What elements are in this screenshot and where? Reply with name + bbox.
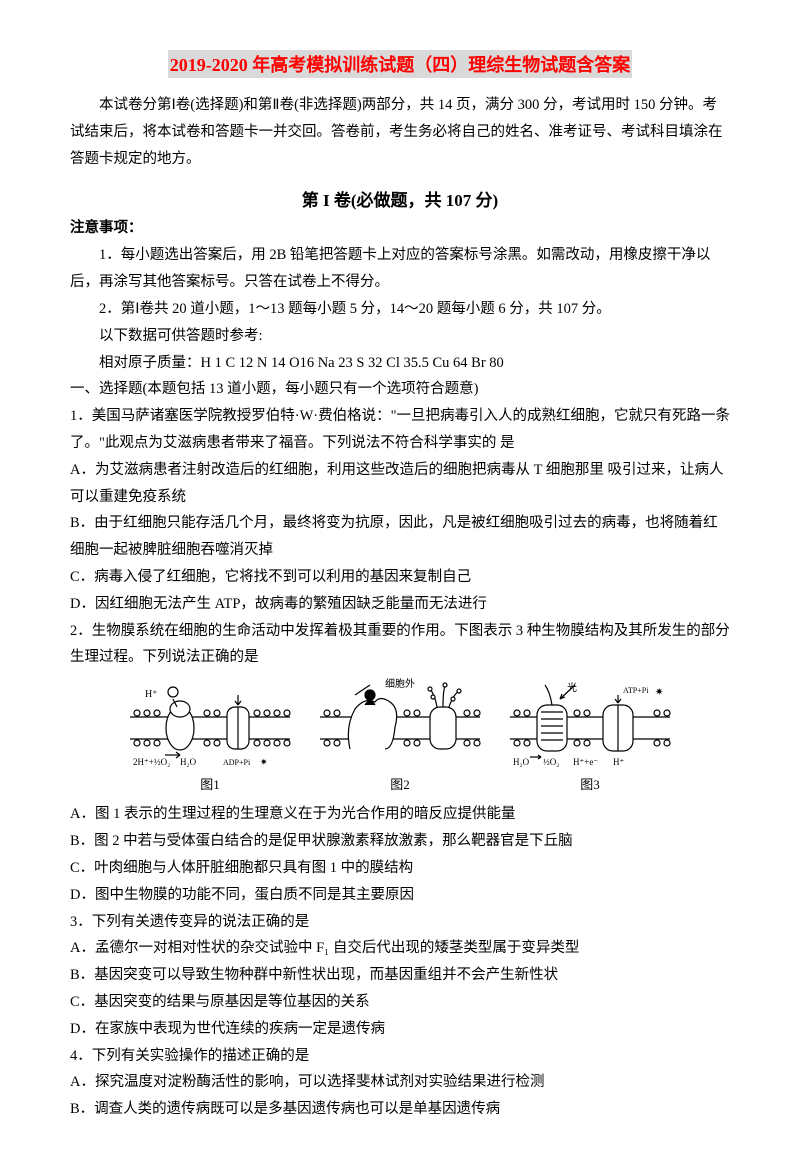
question-3-option-b: B．基因突变可以导致生物种群中新性状出现，而基因重组并不会产生新性状 (70, 962, 730, 989)
membrane-diagram-1-icon: 2H⁺+½O₂ H₂O ADP+Pi ✷ H⁺ (125, 677, 295, 772)
figure-2: 细胞外 图2 (315, 677, 485, 793)
question-3-option-c: C．基因突变的结果与原基因是等位基因的关系 (70, 989, 730, 1016)
exam-page: 2019-2020 年高考模拟训练试题（四）理综生物试题含答案 本试卷分第Ⅰ卷(… (0, 0, 800, 1153)
question-1-option-b: B．由于红细胞只能存活几个月，最终将变为抗原，因此，凡是被红细胞吸引过去的病毒，… (70, 510, 730, 564)
question-3-option-d: D．在家族中表现为世代连续的疾病一定是遗传病 (70, 1016, 730, 1043)
figure-3: 光 H₂O ½O₂ H⁺+e⁻ ATP+Pi ✷ H⁺ 图3 (505, 677, 675, 793)
figure-1-label: 图1 (200, 774, 220, 793)
question-1: 1．美国马萨诸塞医学院教授罗伯特·W·费伯格说："一旦把病毒引入人的成熟红细胞，… (70, 403, 730, 457)
svg-text:✷: ✷ (260, 757, 268, 767)
reference-intro: 以下数据可供答题时参考: (70, 323, 730, 350)
question-1-option-c: C．病毒入侵了红细胞，它将找不到可以利用的基因来复制自己 (70, 564, 730, 591)
reference-data: 相对原子质量：H 1 C 12 N 14 O16 Na 23 S 32 Cl 3… (70, 350, 730, 377)
question-2-option-a: A．图 1 表示的生理过程的生理意义在于为光合作用的暗反应提供能量 (70, 801, 730, 828)
svg-text:H⁺: H⁺ (613, 757, 624, 767)
svg-text:H⁺: H⁺ (145, 689, 158, 700)
question-1-option-d: D．因红细胞无法产生 ATP，故病毒的繁殖因缺乏能量而无法进行 (70, 591, 730, 618)
question-2-option-c: C．叶肉细胞与人体肝脏细胞都只具有图 1 中的膜结构 (70, 855, 730, 882)
title-wrap: 2019-2020 年高考模拟训练试题（四）理综生物试题含答案 (70, 50, 730, 92)
svg-text:ADP+Pi: ADP+Pi (223, 758, 251, 767)
question-2-option-b: B．图 2 中若与受体蛋白结合的是促甲状腺激素释放激素，那么靶器官是下丘脑 (70, 828, 730, 855)
section-1-title: 第 I 卷(必做题，共 107 分) (70, 186, 730, 211)
svg-text:ATP+Pi: ATP+Pi (623, 686, 649, 695)
page-title: 2019-2020 年高考模拟训练试题（四）理综生物试题含答案 (168, 50, 633, 78)
figure-3-label: 图3 (580, 774, 600, 793)
question-2-option-d: D．图中生物膜的功能不同，蛋白质不同是其主要原因 (70, 882, 730, 909)
question-4: 4．下列有关实验操作的描述正确的是 (70, 1043, 730, 1070)
fig2-top-label: 细胞外 (385, 677, 415, 690)
svg-text:½O₂: ½O₂ (543, 757, 559, 767)
intro-paragraph: 本试卷分第Ⅰ卷(选择题)和第Ⅱ卷(非选择题)两部分，共 14 页，满分 300 … (70, 92, 730, 172)
question-4-option-a: A．探究温度对淀粉酶活性的影响，可以选择斐林试剂对实验结果进行检测 (70, 1069, 730, 1096)
membrane-diagram-2-icon: 细胞外 (315, 677, 485, 772)
question-4-option-b: B．调查人类的遗传病既可以是多基因遗传病也可以是单基因遗传病 (70, 1096, 730, 1123)
question-1-option-a: A．为艾滋病患者注射改造后的红细胞，利用这些改造后的细胞把病毒从 T 细胞那里 … (70, 457, 730, 511)
notice-2: 2．第Ⅰ卷共 20 道小题，1～13 题每小题 5 分，14～20 题每小题 6… (70, 296, 730, 323)
notice-1: 1．每小题选出答案后，用 2B 铅笔把答题卡上对应的答案标号涂黑。如需改动，用橡… (70, 242, 730, 296)
figure-1: 2H⁺+½O₂ H₂O ADP+Pi ✷ H⁺ 图1 (125, 677, 295, 793)
figure-2-label: 图2 (390, 774, 410, 793)
question-2: 2．生物膜系统在细胞的生命活动中发挥着极其重要的作用。下图表示 3 种生物膜结构… (70, 618, 730, 672)
membrane-diagram-3-icon: 光 H₂O ½O₂ H⁺+e⁻ ATP+Pi ✷ H⁺ (505, 677, 675, 772)
svg-text:H⁺+e⁻: H⁺+e⁻ (573, 757, 598, 767)
svg-text:✷: ✷ (655, 687, 663, 698)
notice-label: 注意事项： (70, 215, 730, 242)
membrane-figures: 2H⁺+½O₂ H₂O ADP+Pi ✷ H⁺ 图1 细胞外 (70, 677, 730, 793)
question-3: 3．下列有关遗传变异的说法正确的是 (70, 909, 730, 936)
svg-text:H₂O: H₂O (180, 757, 197, 767)
svg-text:2H⁺+½O₂: 2H⁺+½O₂ (133, 757, 170, 767)
svg-text:H₂O: H₂O (513, 757, 530, 767)
question-3-option-a: A．孟德尔一对相对性状的杂交试验中 F₁ 自交后代出现的矮茎类型属于变异类型 (70, 935, 730, 962)
choice-section-label: 一、选择题(本题包括 13 道小题，每小题只有一个选项符合题意) (70, 376, 730, 403)
